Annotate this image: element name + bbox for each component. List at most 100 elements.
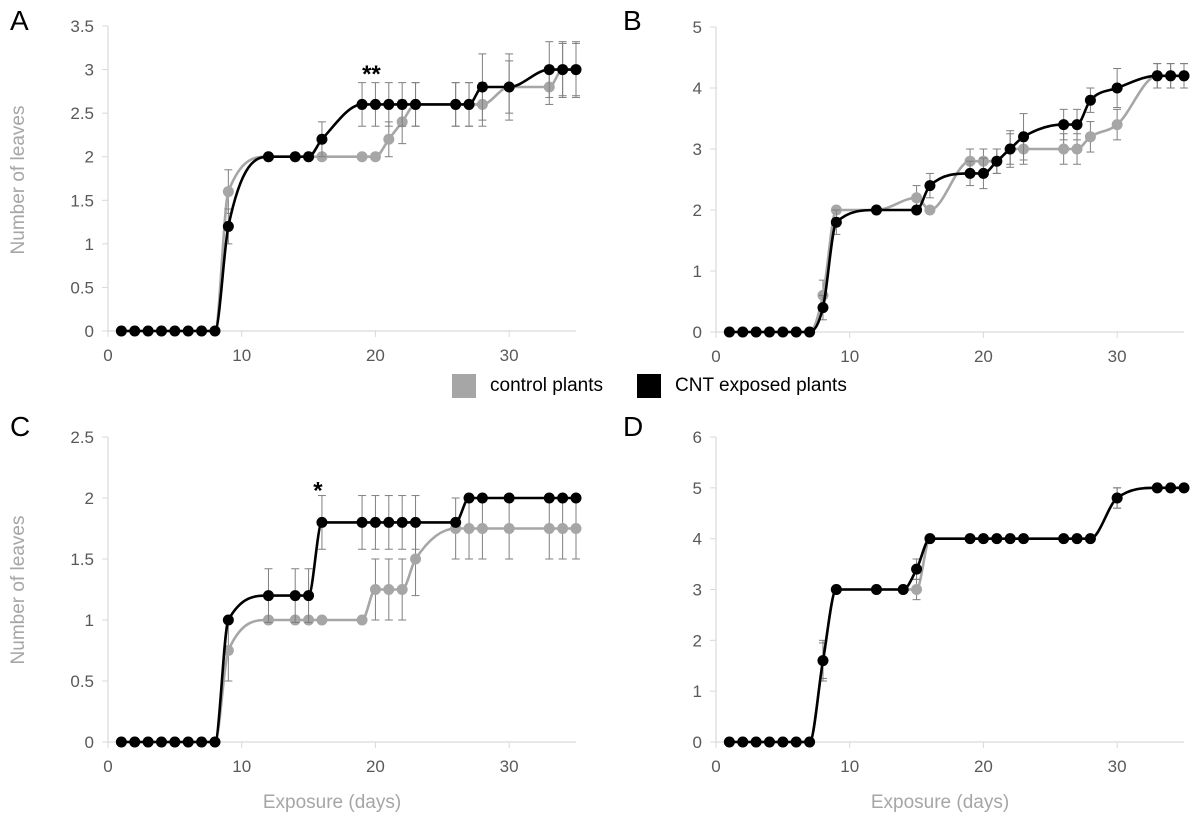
data-point: [356, 98, 368, 110]
data-point: [476, 492, 488, 504]
data-point: [924, 180, 936, 192]
data-point: [1151, 482, 1163, 494]
data-point: [383, 98, 395, 110]
data-point: [1071, 119, 1083, 131]
data-point: [911, 204, 923, 216]
data-point: [396, 516, 408, 528]
data-point: [262, 590, 274, 602]
y-tick-label: 1: [693, 262, 702, 281]
data-point: [463, 523, 475, 534]
y-tick-label: 2: [85, 148, 94, 167]
data-point: [129, 325, 141, 337]
data-point: [991, 533, 1003, 545]
data-point: [115, 736, 127, 748]
chart-panel-D: D 0 1 2 3 4 5 6 0 10 20 30 Exposure (days): [623, 411, 1190, 813]
data-point: [723, 736, 735, 748]
data-point: [222, 614, 234, 626]
chart-panel-C: C 0 0.5 1 1.5 2 2.5 0 10 20 30 Number of leaves Expo…: [8, 411, 582, 813]
legend-item-control: control plants: [452, 374, 603, 398]
chart-panel-A: A 0 0.5 1 1.5 2 2.5 3 3.5 0 10 20 30 Number of leaves…: [8, 5, 582, 365]
data-point: [169, 325, 181, 337]
chart-panel-B: B 0 1 2 3 4 5 0 10 20 30: [623, 5, 1190, 366]
data-point: [169, 736, 181, 748]
legend-label-control: control plants: [490, 375, 604, 396]
series-line: [121, 527, 576, 744]
data-point: [1178, 482, 1190, 494]
data-point: [463, 98, 475, 110]
panel-letter: B: [623, 5, 642, 36]
x-tick-label: 10: [840, 347, 859, 366]
y-tick-label: 2: [693, 631, 702, 650]
data-point: [369, 151, 381, 163]
data-point: [1004, 533, 1016, 545]
data-point: [209, 736, 221, 748]
x-tick-label: 0: [711, 347, 720, 366]
data-point: [396, 584, 408, 595]
data-point: [763, 736, 775, 748]
x-tick-label: 30: [1108, 347, 1127, 366]
data-point: [356, 516, 368, 528]
data-point: [222, 186, 234, 198]
data-point: [303, 151, 315, 163]
data-point: [790, 736, 802, 748]
x-tick-label: 20: [366, 346, 385, 365]
series-line: [121, 68, 576, 333]
y-tick-label: 2: [85, 489, 94, 508]
y-tick-label: 4: [693, 530, 702, 549]
series-control: [723, 482, 1190, 748]
data-point: [1018, 131, 1030, 143]
data-point: [410, 516, 422, 528]
data-point: [476, 81, 488, 93]
y-tick-label: 3: [85, 61, 94, 80]
x-tick-label: 20: [974, 347, 993, 366]
x-tick-label: 20: [974, 757, 993, 776]
data-point: [777, 736, 789, 748]
data-point: [316, 133, 328, 145]
series-cnt: [723, 482, 1190, 748]
data-point: [817, 302, 829, 314]
series-line: [729, 486, 1184, 744]
data-point: [289, 151, 301, 163]
data-point: [1084, 533, 1096, 545]
series-line: [729, 74, 1184, 334]
data-point: [1004, 143, 1016, 155]
data-point: [897, 584, 909, 595]
data-point: [142, 736, 154, 748]
x-tick-label: 10: [232, 757, 251, 776]
data-point: [750, 736, 762, 748]
data-point: [503, 81, 515, 93]
data-point: [1018, 533, 1030, 545]
data-point: [155, 325, 167, 337]
x-tick-label: 0: [711, 757, 720, 776]
y-tick-label: 3: [693, 140, 702, 159]
x-tick-label: 20: [366, 757, 385, 776]
data-point: [557, 523, 569, 534]
data-point: [410, 98, 422, 110]
data-point: [1111, 492, 1123, 504]
data-point: [383, 516, 395, 528]
data-point: [1071, 143, 1083, 155]
data-point: [410, 553, 422, 565]
data-point: [463, 492, 475, 504]
data-point: [570, 523, 582, 534]
data-point: [1165, 70, 1177, 82]
data-point: [790, 326, 802, 338]
data-point: [155, 736, 167, 748]
data-point: [356, 151, 368, 163]
x-axis-title: Exposure (days): [263, 792, 401, 813]
data-point: [763, 326, 775, 338]
data-point: [750, 326, 762, 338]
x-tick-label: 10: [232, 346, 251, 365]
data-point: [1071, 533, 1083, 545]
data-point: [129, 736, 141, 748]
series-cnt: [115, 492, 582, 748]
legend-swatch-cnt: [637, 374, 662, 398]
data-point: [543, 523, 555, 534]
data-point: [356, 614, 368, 626]
y-tick-label: 3: [693, 581, 702, 600]
data-point: [383, 584, 395, 595]
data-point: [737, 736, 749, 748]
y-tick-label: 4: [693, 79, 702, 98]
data-point: [964, 167, 976, 179]
series-line: [729, 486, 1184, 744]
